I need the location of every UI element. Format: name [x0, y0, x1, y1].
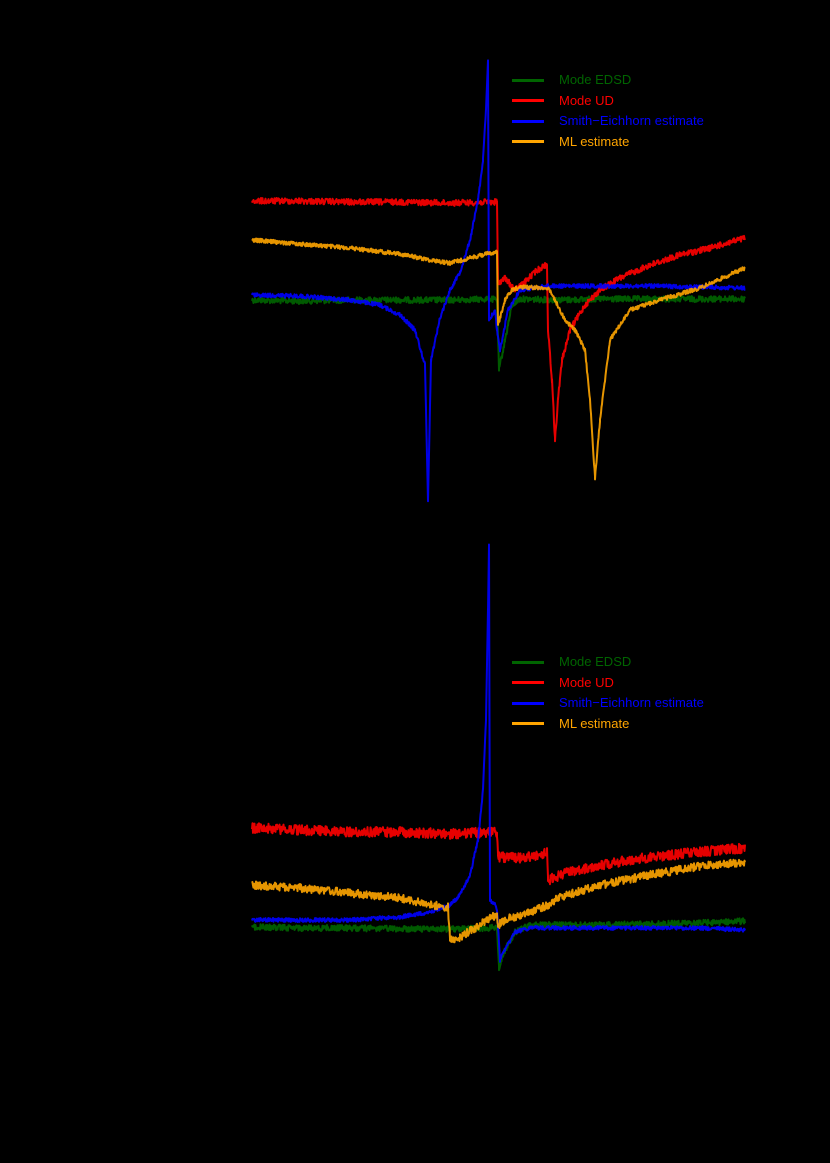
bottom-panel-plot — [251, 543, 746, 972]
series-line-ml-estimate — [251, 858, 746, 944]
legend-line-icon — [512, 660, 544, 664]
legend-label: ML estimate — [559, 133, 630, 149]
legend-label: Smith−Eichhorn estimate — [559, 113, 704, 128]
legend-line-icon — [512, 722, 544, 726]
legend-item-smith-eichhorn: Smith−Eichhorn estimate — [512, 111, 704, 132]
legend-line-icon — [512, 78, 544, 82]
legend-item-mode-ud: Mode UD — [512, 91, 704, 112]
legend-label: Mode EDSD — [559, 654, 632, 669]
series-line-smith-eichhorn-estimate — [251, 59, 746, 503]
series-line-mode-edsd — [251, 917, 746, 972]
legend-item-mode-edsd: Mode EDSD — [512, 70, 704, 91]
legend-label: ML estimate — [559, 715, 630, 731]
legend-item-smith-eichhorn: Smith−Eichhorn estimate — [512, 693, 704, 714]
legend-line-icon — [512, 119, 544, 123]
series-line-mode-ud — [251, 822, 746, 886]
bottom-legend: Mode EDSD Mode UD Smith−Eichhorn estimat… — [512, 652, 704, 734]
series-line-mode-ud — [251, 197, 746, 443]
legend-item-mode-ud: Mode UD — [512, 673, 704, 694]
legend-line-icon — [512, 681, 544, 685]
legend-line-icon — [512, 140, 544, 144]
legend-line-icon — [512, 701, 544, 705]
top-panel-plot — [251, 59, 746, 503]
legend-label: Smith−Eichhorn estimate — [559, 695, 704, 710]
series-line-ml-estimate — [251, 237, 746, 481]
top-legend: Mode EDSD Mode UD Smith−Eichhorn estimat… — [512, 70, 704, 152]
legend-label: Mode EDSD — [559, 72, 632, 87]
legend-item-ml-estimate: ML estimate — [512, 132, 704, 153]
legend-label: Mode UD — [559, 92, 614, 108]
legend-item-ml-estimate: ML estimate — [512, 714, 704, 735]
legend-label: Mode UD — [559, 674, 614, 690]
legend-line-icon — [512, 99, 544, 103]
series-line-smith-eichhorn-estimate — [251, 543, 746, 963]
legend-item-mode-edsd: Mode EDSD — [512, 652, 704, 673]
